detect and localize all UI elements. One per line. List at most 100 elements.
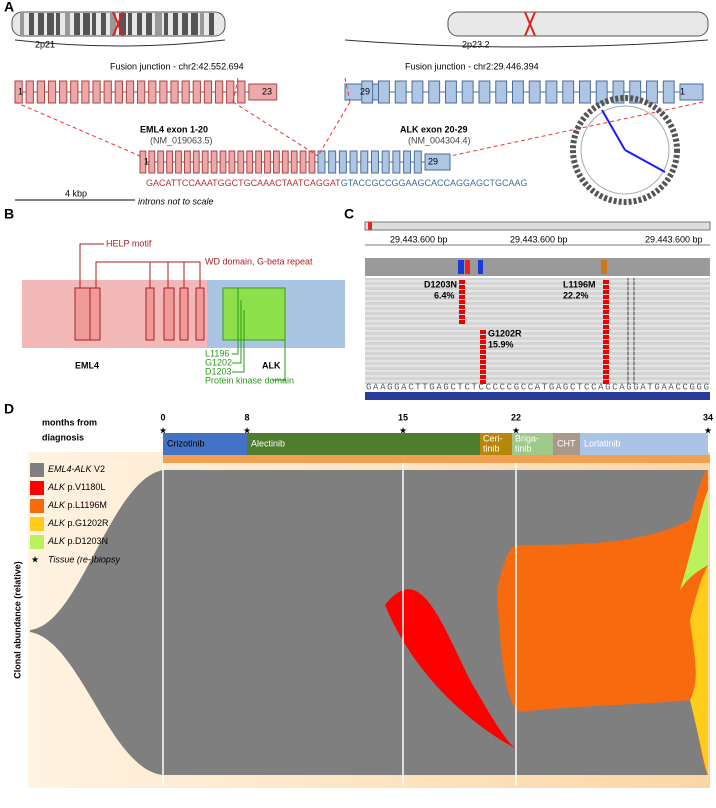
exon bbox=[360, 150, 369, 174]
axis-title: months from bbox=[42, 417, 97, 427]
exon-number: 23 bbox=[262, 86, 272, 96]
mismatch bbox=[603, 370, 609, 374]
scale-label: 4 kbp bbox=[65, 188, 87, 198]
exon bbox=[579, 80, 591, 104]
residue-leaders bbox=[232, 288, 286, 381]
treatment-label: tinib bbox=[483, 443, 500, 453]
legend-gene: EML4-ALK bbox=[48, 464, 93, 474]
domain-leaders bbox=[79, 243, 201, 288]
exon bbox=[478, 80, 491, 104]
clone-d1203n bbox=[680, 490, 708, 590]
treatment-strip bbox=[163, 455, 710, 463]
exon bbox=[137, 80, 146, 104]
bracket bbox=[14, 39, 226, 47]
residue-label: G1202 bbox=[205, 357, 232, 367]
scale-note: introns not to scale bbox=[138, 196, 214, 206]
fusion-guides bbox=[14, 77, 704, 157]
band bbox=[119, 13, 126, 35]
treatment-bar bbox=[553, 433, 580, 455]
legend-label: EML4-ALK V2 bbox=[48, 464, 105, 474]
centromere bbox=[524, 11, 536, 37]
gene-label: ALK exon 20-29 bbox=[400, 124, 468, 134]
biopsy-star: ★ bbox=[704, 425, 712, 435]
mismatch bbox=[603, 335, 609, 339]
band bbox=[74, 13, 80, 35]
centromere bbox=[112, 11, 124, 37]
exon bbox=[371, 150, 379, 174]
exon bbox=[92, 80, 101, 104]
exon bbox=[184, 150, 191, 174]
exon bbox=[157, 150, 165, 174]
residue-label: D1203 bbox=[205, 366, 232, 376]
timeline: 0★8★15★22★34★Crizotinib Alectinib Ceri-tin… bbox=[159, 412, 713, 455]
band bbox=[191, 13, 198, 35]
band bbox=[128, 13, 132, 35]
panel-label: B bbox=[4, 206, 14, 222]
bracket bbox=[344, 39, 709, 48]
tick-label: 8 bbox=[244, 412, 249, 422]
tick-label: 34 bbox=[703, 412, 713, 422]
mismatch bbox=[459, 305, 465, 309]
exon bbox=[36, 80, 46, 104]
position-label: 29.443.600 bp bbox=[390, 234, 448, 244]
mismatch bbox=[603, 300, 609, 304]
legend-swatch bbox=[30, 499, 44, 513]
exon bbox=[159, 80, 168, 104]
exon bbox=[228, 150, 236, 174]
band-label: 2p21 bbox=[35, 39, 55, 49]
exon bbox=[461, 80, 474, 104]
exon bbox=[226, 80, 235, 104]
exon bbox=[428, 80, 441, 104]
clone-l1196m bbox=[497, 470, 708, 775]
band bbox=[38, 13, 44, 35]
exon bbox=[413, 150, 422, 174]
exon bbox=[255, 150, 262, 174]
exon bbox=[237, 80, 246, 104]
band bbox=[65, 13, 70, 35]
mutation-freq: 6.4% bbox=[434, 290, 455, 300]
exon bbox=[381, 150, 390, 174]
legend-gene: ALK bbox=[47, 518, 66, 528]
protein-label: EML4 bbox=[75, 360, 99, 370]
exon bbox=[114, 80, 123, 104]
mismatch bbox=[603, 280, 609, 284]
gene-ref: (NM_019063.5) bbox=[150, 135, 213, 145]
exon bbox=[14, 80, 23, 104]
tick-label: 15 bbox=[398, 412, 408, 422]
mismatch bbox=[603, 340, 609, 344]
exon bbox=[148, 80, 157, 104]
mismatch bbox=[603, 310, 609, 314]
tick-label: 22 bbox=[511, 412, 521, 422]
reference-sequence: GAAGGACTTGAGCTCTCCCCCGCCATGAGCTCCAGCAGGA… bbox=[366, 382, 709, 392]
treatment-bar bbox=[247, 433, 480, 455]
legend-swatch bbox=[30, 463, 44, 477]
legend-variant: p.L1196M bbox=[68, 500, 107, 510]
timepoint-lines bbox=[162, 463, 517, 785]
exon bbox=[378, 80, 390, 104]
exon bbox=[392, 150, 401, 174]
exon bbox=[264, 150, 271, 174]
mismatch bbox=[603, 325, 609, 329]
band bbox=[155, 13, 162, 35]
exon bbox=[411, 80, 424, 104]
band bbox=[209, 13, 214, 35]
exon bbox=[361, 80, 374, 104]
eml4-domain bbox=[22, 280, 207, 348]
legend-variant: p.D1203N bbox=[68, 536, 109, 546]
mismatch bbox=[603, 290, 609, 294]
exon bbox=[192, 80, 201, 104]
exon bbox=[246, 150, 254, 174]
exon bbox=[219, 150, 227, 174]
exon-number: 29 bbox=[360, 86, 370, 96]
kinase-domain bbox=[222, 287, 286, 341]
fusion-sequence: GACATTCCAAATGGCTGCAAACTAATCAGGATGTACCGCC… bbox=[146, 178, 528, 188]
treatment-label: tinib bbox=[515, 443, 532, 453]
mismatch bbox=[480, 330, 486, 334]
exon bbox=[308, 150, 316, 174]
exon bbox=[214, 80, 224, 104]
gene-label: EML4 exon 1-20 bbox=[140, 124, 208, 134]
legend-label: ALK p.D1203N bbox=[47, 536, 108, 546]
mismatch bbox=[603, 285, 609, 289]
band bbox=[164, 13, 168, 35]
